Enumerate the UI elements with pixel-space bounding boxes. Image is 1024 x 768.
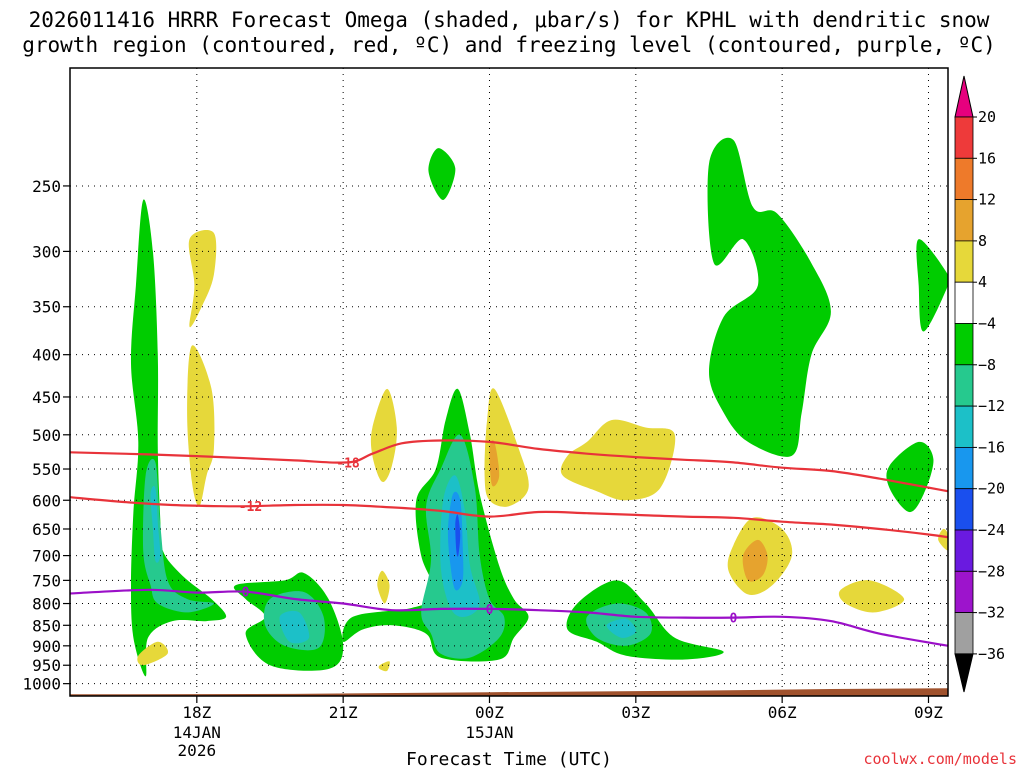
omega-region-yellow [188,230,217,328]
colorbar-label: 20 [978,108,996,126]
contour-label: 0 [729,612,737,627]
colorbar-label: −4 [978,315,996,333]
x-tick-label: 00Z [475,703,504,722]
omega-region-yellow [377,570,390,604]
omega-region-yellow [938,528,948,551]
colorbar-bottom-arrow [954,653,974,693]
y-tick-label: 1000 [22,675,61,694]
colorbar-label: −32 [978,604,1005,622]
contour-label: 0 [486,603,494,618]
contour-line-freezing [70,588,948,647]
contour-label: -12 [239,500,262,515]
y-tick-label: 300 [32,242,61,261]
colorbar-top-arrow [954,75,974,118]
y-tick-label: 250 [32,177,61,196]
omega-region-yellow [187,345,215,507]
omega-region-yellow [560,419,676,501]
y-tick-label: 550 [32,460,61,479]
colorbar-bin [954,612,974,655]
contour-label: -18 [336,456,360,471]
y-tick-label: 500 [32,426,61,445]
omega-shading [130,137,948,677]
chart-title-line1: 2026011416 HRRR Forecast Omega (shaded, … [29,8,990,32]
colorbar-label: −20 [978,480,1005,498]
colorbar-bin [954,570,974,613]
colorbar-bin [954,364,974,407]
terrain-ground [70,688,948,696]
omega-region-orange [742,539,768,582]
colorbar-bin [954,446,974,490]
omega-region-orange [489,440,500,487]
colorbar-label: 8 [978,232,987,250]
colorbar-label: −8 [978,356,996,374]
ground-fill [70,688,948,696]
y-tick-label: 350 [32,298,61,317]
y-tick-label: 750 [32,571,61,590]
omega-region-teal [142,458,214,613]
omega-region-green [428,148,456,201]
omega-region-yellow [378,661,390,672]
contour-lines: -18 -12 0 0 0 [70,439,948,647]
x-tick-date: 14JAN [173,723,221,742]
colorbar-label: −28 [978,562,1005,580]
omega-region-yellow [370,388,397,483]
y-tick-label: 650 [32,520,61,539]
colorbar-bin [954,323,974,366]
y-tick-label: 450 [32,388,61,407]
colorbar-bin [954,405,974,448]
colorbar-label: −24 [978,521,1005,539]
colorbar-label: 4 [978,273,987,291]
omega-region-yellow [137,641,169,666]
colorbar-bin [954,281,974,324]
colorbar-legend: 20 16 12 8 4 −4 −8 −12 −16 −20 −24 −28 −32 −36 [954,75,1005,693]
y-tick-label: 700 [32,547,61,566]
contour-label: 0 [242,586,250,601]
x-tick-label: 06Z [768,703,797,722]
omega-region-cyan [606,618,636,638]
x-tick-year: 2026 [178,741,217,760]
omega-region-blue [455,514,461,557]
x-axis-title: Forecast Time (UTC) [406,749,612,768]
omega-region-cyan [150,485,161,563]
x-tick-label: 03Z [621,703,650,722]
y-tick-label: 800 [32,595,61,614]
x-tick-label: 18Z [182,703,211,722]
colorbar-bin [954,116,974,159]
omega-region-cyan [279,610,310,644]
colorbar-label: 12 [978,191,996,209]
colorbar-label: −36 [978,645,1005,663]
y-tick-label: 850 [32,616,61,635]
y-tick-label: 600 [32,491,61,510]
chart-title-line2: growth region (contoured, red, ºC) and f… [22,33,996,57]
pressure-axis: 250 300 350 400 450 500 550 600 650 700 750 800 850 9… [22,177,70,694]
plot-frame [69,67,949,697]
gridlines [70,68,948,696]
omega-region-green [886,441,934,513]
omega-region-green [916,239,948,332]
credit-link[interactable]: coolwx.com/models [863,750,1017,768]
colorbar-bin [954,240,974,283]
omega-region-green [707,137,831,457]
colorbar-label: −16 [978,438,1005,456]
omega-region-yellow [838,580,905,613]
y-tick-label: 950 [32,656,61,675]
colorbar-label: 16 [978,149,996,167]
contour-line-dgz [70,496,948,539]
colorbar-bin [954,529,974,572]
omega-region-lightblue [447,491,464,591]
x-tick-date: 15JAN [465,723,513,742]
colorbar-label: −12 [978,397,1005,415]
y-tick-label: 400 [32,346,61,365]
colorbar-bin [954,157,974,201]
colorbar-bin [954,199,974,242]
colorbar-bin [954,488,974,531]
x-tick-label: 21Z [329,703,358,722]
y-tick-label: 900 [32,637,61,656]
contour-line-dgz [70,439,948,493]
x-tick-label: 09Z [914,703,943,722]
